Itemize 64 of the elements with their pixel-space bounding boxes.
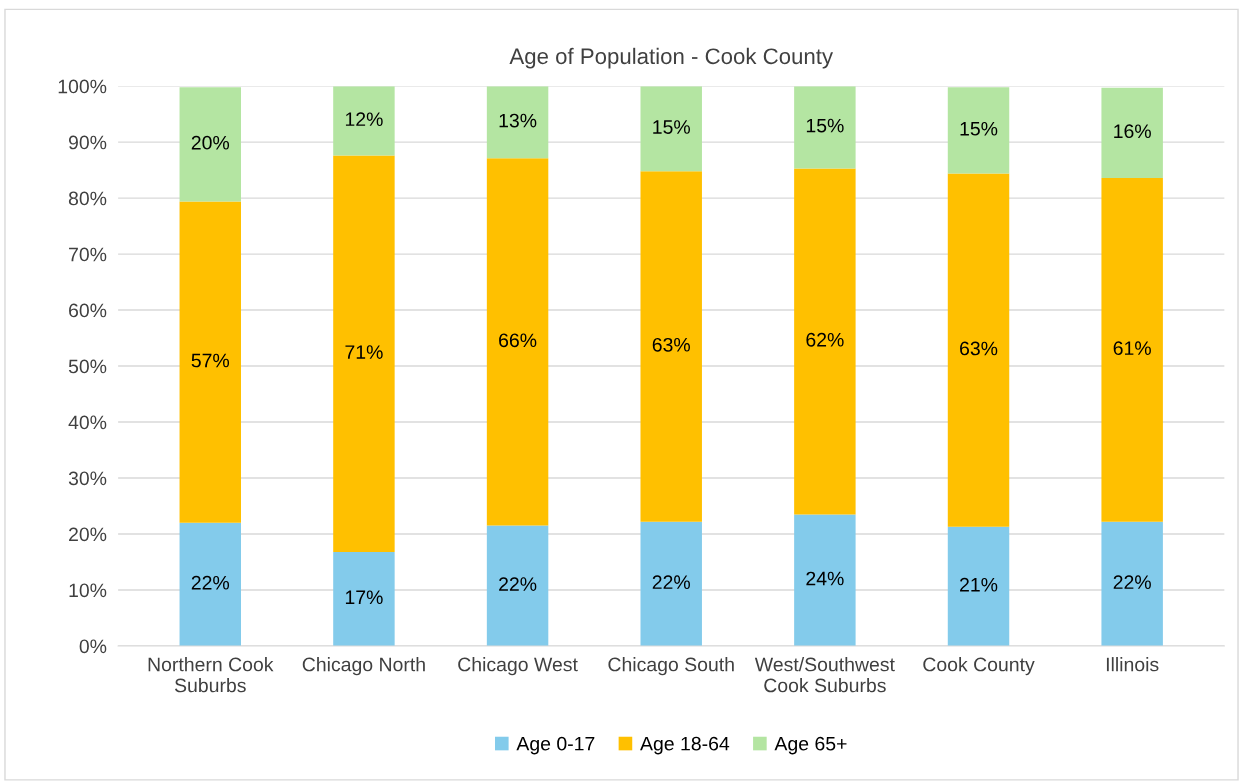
x-tick-label: Chicago South <box>608 657 734 676</box>
bar <box>640 521 702 646</box>
data-label: 16% <box>1114 124 1151 139</box>
y-tick-label: 10% <box>69 583 107 598</box>
data-label: 13% <box>499 113 537 128</box>
legend-label: Age 18-64 <box>640 736 730 755</box>
y-tick-label: 70% <box>69 247 107 262</box>
bar <box>333 551 395 646</box>
bar <box>947 526 1010 646</box>
bar <box>333 155 395 552</box>
data-label: 21% <box>960 577 998 592</box>
y-tick-label: 60% <box>69 303 107 318</box>
chart-title: Age of Population - Cook County <box>509 47 834 69</box>
bar <box>794 168 856 515</box>
bar <box>179 522 241 646</box>
data-label: 63% <box>652 337 690 352</box>
data-label: 62% <box>806 332 844 347</box>
data-label: 24% <box>806 571 844 586</box>
y-tick-label: 20% <box>69 527 107 542</box>
data-label: 61% <box>1113 341 1151 356</box>
legend-label: Age 0-17 <box>516 736 595 755</box>
y-tick-label: 30% <box>68 471 107 486</box>
data-label: 15% <box>806 118 844 133</box>
x-tick-label: Illinois <box>1106 657 1159 672</box>
legend-label: Age 65+ <box>774 736 847 755</box>
y-tick-label: 40% <box>68 415 107 430</box>
bar <box>486 158 549 526</box>
x-tick-label: Northern Cook Suburbs <box>148 657 274 693</box>
bar <box>947 173 1010 527</box>
bar <box>794 86 856 169</box>
y-tick-label: 90% <box>68 135 107 150</box>
x-tick-label: West/Southwest Cook Suburbs <box>754 657 895 693</box>
bar <box>1101 521 1163 646</box>
bar <box>640 86 702 172</box>
data-label: 63% <box>960 341 998 356</box>
bar <box>1101 177 1163 522</box>
data-label: 22% <box>1113 575 1151 589</box>
bar <box>640 171 702 522</box>
data-label: 57% <box>191 353 230 368</box>
x-tick-label: Chicago North <box>302 657 425 676</box>
y-tick-label: 0% <box>79 639 107 654</box>
bar <box>486 86 549 159</box>
bar <box>1101 87 1163 178</box>
data-label: 71% <box>345 345 383 359</box>
y-tick-label: 50% <box>68 359 107 374</box>
x-tick-label: Chicago West <box>458 657 578 676</box>
bar <box>947 87 1010 174</box>
data-label: 17% <box>345 590 383 605</box>
data-label: 15% <box>653 120 690 134</box>
data-label: 15% <box>960 121 998 136</box>
data-label: 22% <box>191 575 230 590</box>
y-tick-label: 80% <box>68 191 107 206</box>
data-label: 20% <box>191 135 230 150</box>
data-label: 22% <box>652 575 690 589</box>
data-label: 66% <box>499 333 537 348</box>
data-label: 22% <box>499 577 537 591</box>
x-tick-label: Cook County <box>923 657 1035 676</box>
bar <box>179 87 241 202</box>
bar <box>333 86 395 156</box>
bar <box>794 514 856 646</box>
data-label: 12% <box>345 112 383 126</box>
bar <box>179 201 241 523</box>
y-tick-label: 100% <box>58 79 107 94</box>
bar <box>486 525 549 646</box>
